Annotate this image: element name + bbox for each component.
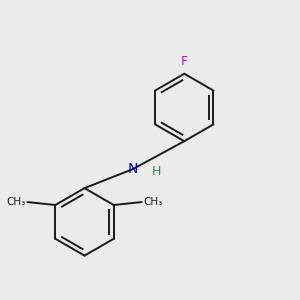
Text: F: F xyxy=(181,55,188,68)
Text: N: N xyxy=(128,162,138,176)
Text: CH₃: CH₃ xyxy=(143,197,162,207)
Text: CH₃: CH₃ xyxy=(7,197,26,207)
Text: H: H xyxy=(152,165,161,178)
